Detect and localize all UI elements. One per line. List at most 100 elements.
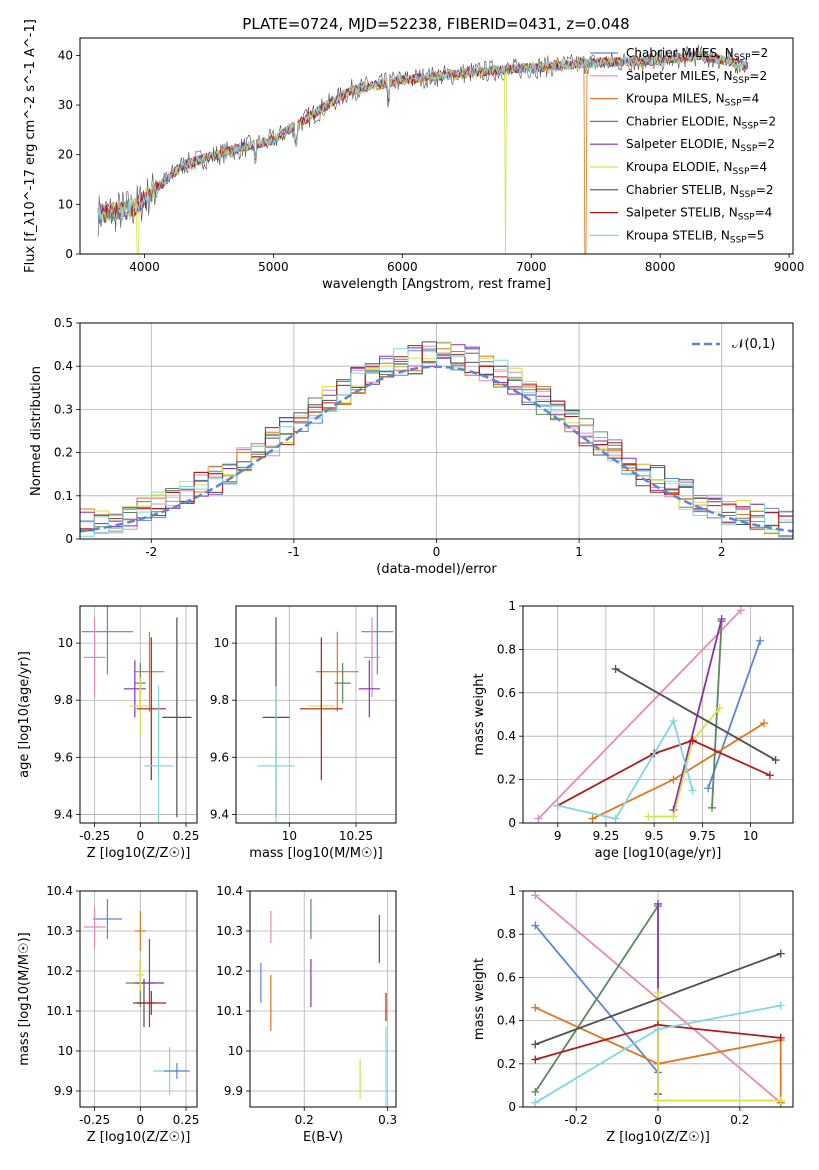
x-tick-label: 9.25 <box>593 829 620 843</box>
plots-layer: 4000 5000 6000 7000 8000 9000010203040wavelen… <box>17 19 804 1145</box>
y-tick-label: 10 <box>58 636 73 650</box>
spectrum-legend: Chabrier MILES, NSSP=2 Salpeter MILES, NS… <box>590 46 776 245</box>
y-tick-label: 10 <box>228 1044 243 1058</box>
x-axis-label: (data-model)/error <box>376 562 497 577</box>
legend-label: Chabrier STELIB, NSSP=2 <box>626 183 774 200</box>
residual-histogram-axes: -2 -1 0 1 2 0 0.1 0.2 0.3 0.4 0.5 (data-model)/erro… <box>29 316 793 577</box>
legend-label: Salpeter STELIB, NSSP=4 <box>626 206 772 223</box>
mass-weight-line <box>537 609 742 820</box>
y-axis-label: mass weight <box>472 673 487 755</box>
y-axis-label: Normed distribution <box>29 366 44 496</box>
x-tick-label: 9.5 <box>645 829 664 843</box>
x-tick-label: 0.2 <box>730 1113 749 1127</box>
x-tick-label: 5000 <box>258 260 289 274</box>
plus-marker <box>715 703 724 712</box>
x-tick-label: 0.25 <box>173 1113 200 1127</box>
plus-marker <box>531 1003 540 1012</box>
age-vs-Z-points <box>81 606 192 823</box>
plus-marker <box>534 814 543 823</box>
x-tick-label: 4000 <box>129 260 160 274</box>
errorbar-point <box>136 959 144 991</box>
errorbar-point <box>316 631 359 712</box>
plus-marker <box>736 606 745 615</box>
hist-frame <box>79 322 794 540</box>
plus-marker <box>669 775 678 784</box>
y-tick-label: 0.4 <box>497 1014 516 1028</box>
spectrum-line <box>97 44 749 237</box>
mass-weight-vs-age-frame <box>522 605 794 824</box>
x-axis-label: E(B-V) <box>303 1130 343 1145</box>
spectrum-frame <box>79 37 794 255</box>
mass-weight-line <box>534 952 782 1046</box>
histogram-legend: 𝒩(0,1) <box>692 337 775 352</box>
y-tick-label: 0.3 <box>54 402 73 416</box>
x-axis-label: Z [log10(Z/Z☉)] <box>606 1130 710 1145</box>
y-tick-label: 9.6 <box>54 750 73 764</box>
errorbar-point <box>300 637 343 781</box>
spectrum-lines <box>97 44 749 254</box>
mass-vs-Z-axes: -0.25 0 0.25 9.9 10 10.1 10.2 10.3 10.4 Z [log10(… <box>17 884 199 1145</box>
mass-weight-vs-Z-axes: -0.2 0 0.2 0 0.2 0.4 0.6 0.8 1 Z [log10(Z/Z☉)] mas… <box>472 884 793 1145</box>
x-tick-label: 2 <box>718 545 726 559</box>
y-tick-label: 0.6 <box>497 686 516 700</box>
spectrum-axes: 4000 5000 6000 7000 8000 9000 0 10 20 30 40 wavelen… <box>23 19 804 292</box>
y-tick-label: 0.8 <box>497 927 516 941</box>
y-tick-label: 0 <box>65 247 73 261</box>
x-axis-label: Z [log10(Z/Z☉)] <box>87 1130 191 1145</box>
y-tick-label: 9.9 <box>54 1084 73 1098</box>
mass-weight-line <box>557 718 694 820</box>
plus-marker <box>688 786 697 795</box>
legend-label: Salpeter MILES, NSSP=2 <box>626 69 767 86</box>
y-tick-label: 0 <box>508 1100 516 1114</box>
mass-weight-vs-age-lines <box>534 606 780 823</box>
y-tick-label: 0.2 <box>497 773 516 787</box>
errorbar-point <box>92 899 123 939</box>
mass-vs-ebv-axes: 0.2 0.3 9.9 10 10.1 10.2 10.3 10.4 E(B-V) <box>216 884 397 1145</box>
age-vs-mass-frame <box>235 605 397 824</box>
y-tick-label: 10 <box>58 1044 73 1058</box>
errorbar-point <box>164 1063 190 1079</box>
plus-marker <box>531 1087 540 1096</box>
plus-marker <box>776 949 785 958</box>
x-tick-label: 10 <box>743 829 758 843</box>
age-vs-mass-axes: 10 10.25 9.4 9.6 9.8 10 mass [log10(M/M☉)] <box>210 606 396 861</box>
y-tick-label: 0.6 <box>497 970 516 984</box>
x-axis-label: mass [log10(M/M☉)] <box>249 846 382 861</box>
y-tick-label: 9.6 <box>210 750 229 764</box>
errorbar-point <box>162 617 192 818</box>
plus-marker <box>531 891 540 900</box>
plus-marker <box>776 1033 785 1042</box>
plus-marker <box>654 1096 662 1105</box>
mass-weight-line <box>534 905 659 1093</box>
x-tick-label: 0 <box>433 545 441 559</box>
y-tick-label: 0.2 <box>497 1057 516 1071</box>
y-tick-label: 9.4 <box>54 807 73 821</box>
mass-weight-vs-Z-frame <box>522 890 794 1108</box>
errorbar-point <box>83 617 106 698</box>
y-tick-label: 30 <box>58 98 73 112</box>
plus-marker <box>669 812 678 821</box>
x-tick-label: 7000 <box>516 260 547 274</box>
plus-marker <box>765 771 774 780</box>
legend-label: Kroupa STELIB, NSSP=5 <box>626 228 764 245</box>
x-tick-label: 10 <box>282 829 297 843</box>
y-tick-label: 40 <box>58 48 73 62</box>
plus-marker <box>776 1001 785 1010</box>
mass-vs-ebv-points <box>260 899 387 1107</box>
y-tick-label: 10.1 <box>216 1004 243 1018</box>
plus-marker <box>644 812 653 821</box>
y-tick-label: 10.4 <box>46 884 73 898</box>
plus-marker <box>531 1098 540 1107</box>
legend-label: Chabrier MILES, NSSP=2 <box>626 46 768 63</box>
y-tick-label: 10 <box>58 197 73 211</box>
x-tick-label: 1 <box>575 545 583 559</box>
y-tick-label: 10 <box>214 636 229 650</box>
plus-marker <box>688 736 697 745</box>
x-tick-label: 0 <box>137 1113 145 1127</box>
plus-marker <box>588 814 597 823</box>
y-tick-label: 10.1 <box>46 1004 73 1018</box>
mass-weight-line <box>615 668 777 761</box>
errorbar-point <box>257 685 295 823</box>
errorbar-point <box>334 663 351 704</box>
